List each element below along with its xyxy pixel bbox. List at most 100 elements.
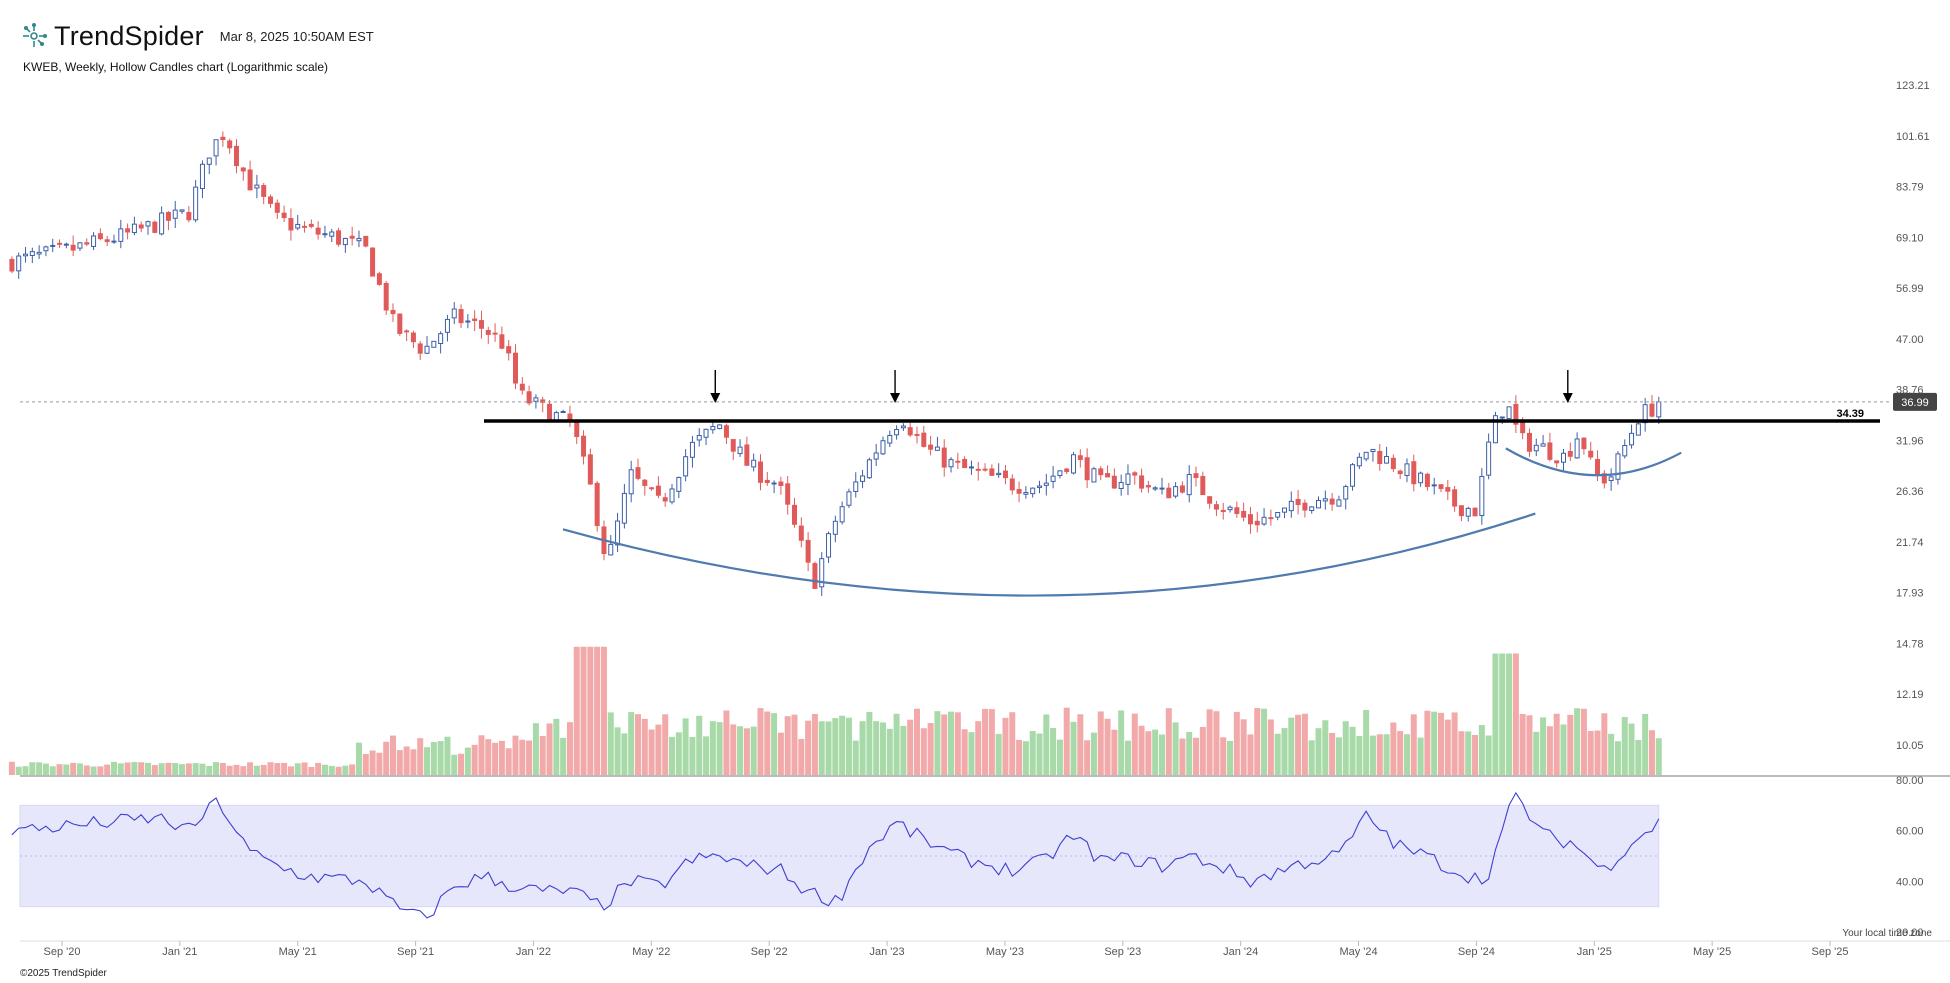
volume-bar — [1465, 731, 1472, 775]
candle-body — [1193, 473, 1199, 478]
volume-bar — [301, 762, 308, 775]
candle-body — [186, 212, 192, 221]
candle-body — [1057, 470, 1063, 476]
candle-body — [1547, 442, 1553, 460]
last-price-label: 36.99 — [1901, 397, 1929, 409]
candle-body — [1166, 487, 1172, 499]
candle-body — [165, 211, 171, 221]
candle-body — [968, 466, 974, 469]
volume-bar — [124, 762, 131, 775]
volume-bar — [206, 765, 213, 775]
x-tick-label: Jan '21 — [162, 946, 197, 958]
price-tick-label: 101.61 — [1896, 131, 1930, 143]
candle-body — [1105, 473, 1111, 478]
volume-bar — [1172, 722, 1179, 775]
candle-body — [1608, 476, 1614, 482]
volume-bar — [1206, 709, 1213, 775]
candle-body — [438, 333, 444, 344]
volume-bar — [1288, 717, 1295, 775]
candle-body — [295, 223, 301, 229]
x-tick-label: Sep '25 — [1812, 946, 1849, 958]
candle-body — [383, 282, 389, 311]
candle-body — [1050, 475, 1056, 482]
candle-body — [587, 454, 593, 485]
volume-bar — [1322, 720, 1329, 775]
volume-bar — [730, 724, 737, 775]
last-price-badge — [1893, 392, 1937, 411]
price-tick-label: 38.76 — [1896, 385, 1924, 397]
volume-bar — [900, 725, 907, 775]
candle-body — [152, 221, 158, 233]
volume-bar — [621, 733, 628, 775]
volume-bar — [526, 740, 533, 775]
volume-bar — [961, 729, 968, 775]
volume-bar — [1036, 733, 1043, 775]
x-tick-label: Jan '24 — [1223, 946, 1258, 958]
candle-body — [417, 343, 423, 354]
candle-body — [1458, 505, 1464, 517]
volume-bar — [1118, 710, 1125, 775]
volume-bar — [1261, 708, 1268, 775]
candle-body — [254, 184, 260, 189]
candle-body — [247, 169, 253, 191]
candle-body — [941, 447, 947, 468]
volume-bar — [1512, 653, 1519, 775]
volume-bar — [219, 762, 226, 775]
volume-bar — [1002, 717, 1009, 775]
volume-bar — [396, 750, 403, 775]
volume-bar — [1158, 734, 1165, 775]
candle-body — [1343, 486, 1349, 500]
candle-body — [1540, 443, 1546, 447]
x-tick-label: Sep '24 — [1458, 946, 1495, 958]
volume-bar — [879, 722, 886, 775]
candle-body — [1220, 509, 1226, 513]
candle-body — [63, 243, 69, 246]
volume-bar — [1655, 738, 1662, 775]
volume-bar — [355, 742, 362, 775]
trendspider-logo-icon — [23, 23, 47, 47]
candle-body — [1241, 510, 1247, 518]
volume-bar — [1410, 714, 1417, 775]
candle-body — [907, 427, 913, 436]
candle-body — [962, 458, 968, 469]
arrow-head-icon — [710, 393, 721, 403]
volume-bar — [1438, 712, 1445, 775]
candle-body — [499, 334, 505, 349]
candle-body — [914, 433, 920, 436]
volume-bar — [8, 761, 15, 775]
volume-bar — [920, 728, 927, 775]
rsi-line — [11, 791, 1660, 919]
volume-bar — [70, 762, 77, 775]
volume-bar — [1022, 741, 1029, 775]
volume-bar — [777, 732, 784, 775]
candle-body — [1390, 457, 1396, 470]
volume-bar — [192, 763, 199, 775]
volume-bar — [1016, 739, 1023, 775]
volume-bar — [498, 740, 505, 775]
volume-bar — [1594, 730, 1601, 775]
volume-bar — [172, 762, 179, 775]
candle-body — [982, 468, 988, 471]
x-tick-label: Jan '22 — [516, 946, 551, 958]
candle-body — [336, 230, 342, 245]
candle-body — [955, 460, 961, 463]
candle-body — [1404, 463, 1410, 476]
volume-bar — [308, 766, 315, 775]
chart-subtitle: KWEB, Weekly, Hollow Candles chart (Loga… — [23, 60, 328, 74]
volume-bar — [859, 721, 866, 775]
volume-layer — [8, 646, 1662, 775]
volume-bar — [505, 748, 512, 775]
volume-bar — [1485, 735, 1492, 775]
candle-body — [16, 255, 22, 272]
candle-body — [574, 422, 580, 437]
volume-bar — [165, 762, 172, 775]
volume-bar — [1376, 734, 1383, 775]
volume-bar — [158, 763, 165, 775]
candle-body — [1370, 448, 1376, 453]
volume-bar — [90, 766, 97, 775]
volume-bar — [934, 711, 941, 775]
candle-body — [451, 308, 457, 319]
candle-body — [649, 487, 655, 490]
candle-body — [676, 477, 682, 492]
